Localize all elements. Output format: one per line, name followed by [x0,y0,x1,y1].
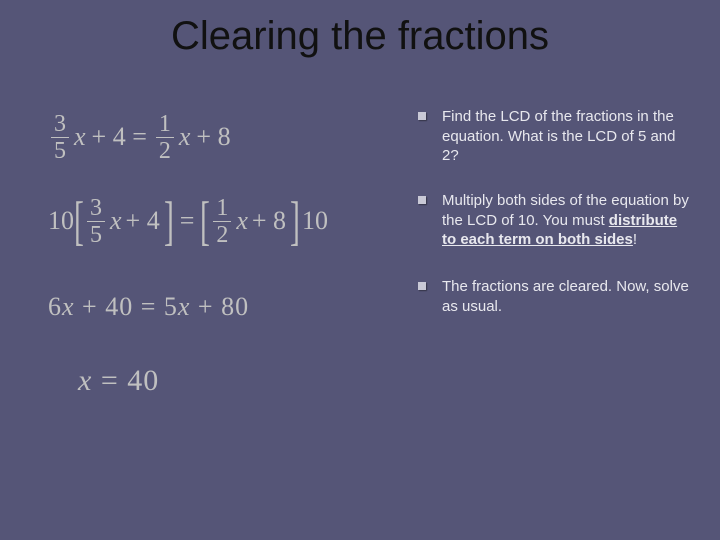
equation-1: 3 5 x + 4 = 1 2 x + 8 [48,107,418,167]
numerator: 1 [156,112,174,138]
caption-3-wrap: The fractions are cleared. Now, solve as… [418,277,692,316]
fraction-1-2: 1 2 [156,112,174,163]
step-1-row: 3 5 x + 4 = 1 2 x + 8 Find the LCD of th… [48,107,720,167]
eq-text: 10 [48,206,74,236]
bullet-icon [418,196,426,204]
eq-text: + 4 [126,206,160,236]
eq-text: x = 40 [78,364,159,398]
fraction-3-5b: 3 5 [87,196,105,247]
eq-text: + 8 [196,122,230,152]
caption-text: ! [633,231,637,248]
caption-2: Multiply both sides of the equation by t… [442,191,692,250]
right-bracket-icon: ] [164,194,174,248]
numerator: 1 [213,196,231,222]
fraction-3-5: 3 5 [51,112,69,163]
left-bracket-icon: [ [74,194,84,248]
equation-3: 6x + 40 = 5x + 80 [48,277,418,337]
eq-text: + 8 [252,206,286,236]
bullet-icon [418,112,426,120]
step-2-row: 10 [ 3 5 x + 4 ] = [ 1 2 x + 8 ] 10 Mult… [48,191,720,251]
left-bracket-icon: [ [200,194,210,248]
eq-text: 10 [302,206,328,236]
equation-2: 10 [ 3 5 x + 4 ] = [ 1 2 x + 8 ] 10 [48,191,418,251]
caption-1-wrap: Find the LCD of the fractions in the equ… [418,107,692,166]
equation-4: x = 40 [48,361,418,401]
caption-2-wrap: Multiply both sides of the equation by t… [418,191,692,250]
step-3-row: 6x + 40 = 5x + 80 The fractions are clea… [48,277,720,337]
eq-text: x [179,122,191,152]
caption-3: The fractions are cleared. Now, solve as… [442,277,692,316]
denominator: 2 [213,222,231,247]
numerator: 3 [87,196,105,222]
denominator: 2 [156,138,174,163]
bullet-icon [418,282,426,290]
slide-title: Clearing the fractions [0,0,720,69]
eq-text: x [74,122,86,152]
caption-1: Find the LCD of the fractions in the equ… [442,107,692,166]
fraction-1-2b: 1 2 [213,196,231,247]
eq-text: = [180,206,195,236]
denominator: 5 [87,222,105,247]
right-bracket-icon: ] [290,194,300,248]
eq-text: x [110,206,122,236]
eq-text: + 4 = [92,122,147,152]
numerator: 3 [51,112,69,138]
eq-text: x [236,206,248,236]
denominator: 5 [51,138,69,163]
eq-text: 6x + 40 = 5x + 80 [48,292,249,322]
step-4-row: x = 40 [48,361,720,401]
